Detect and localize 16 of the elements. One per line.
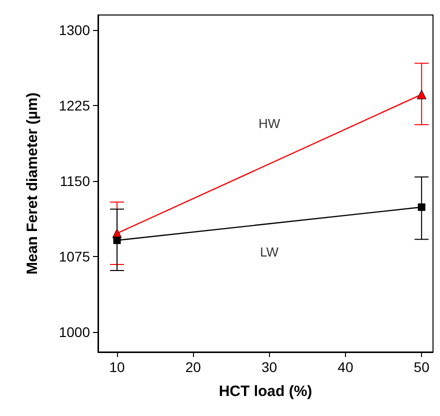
point: [418, 203, 426, 211]
x-tick-label: 20: [185, 359, 202, 375]
series-label: HW: [258, 116, 281, 131]
x-axis-title: HCT load (%): [218, 383, 312, 400]
y-tick-label: 1075: [58, 248, 90, 264]
series-label: LW: [260, 244, 280, 260]
y-tick-label: 1300: [58, 22, 90, 38]
y-tick-label: 1000: [58, 324, 90, 340]
x-tick-label: 10: [109, 359, 126, 375]
x-tick-label: 40: [338, 359, 354, 375]
x-tick-label: 30: [262, 359, 278, 375]
x-tick-label: 50: [414, 359, 430, 375]
y-tick-label: 1150: [60, 172, 90, 189]
y-tick-label: 1225: [58, 98, 90, 114]
point: [113, 236, 121, 244]
y-axis-title: Mean Feret diameter (µm): [24, 92, 41, 275]
